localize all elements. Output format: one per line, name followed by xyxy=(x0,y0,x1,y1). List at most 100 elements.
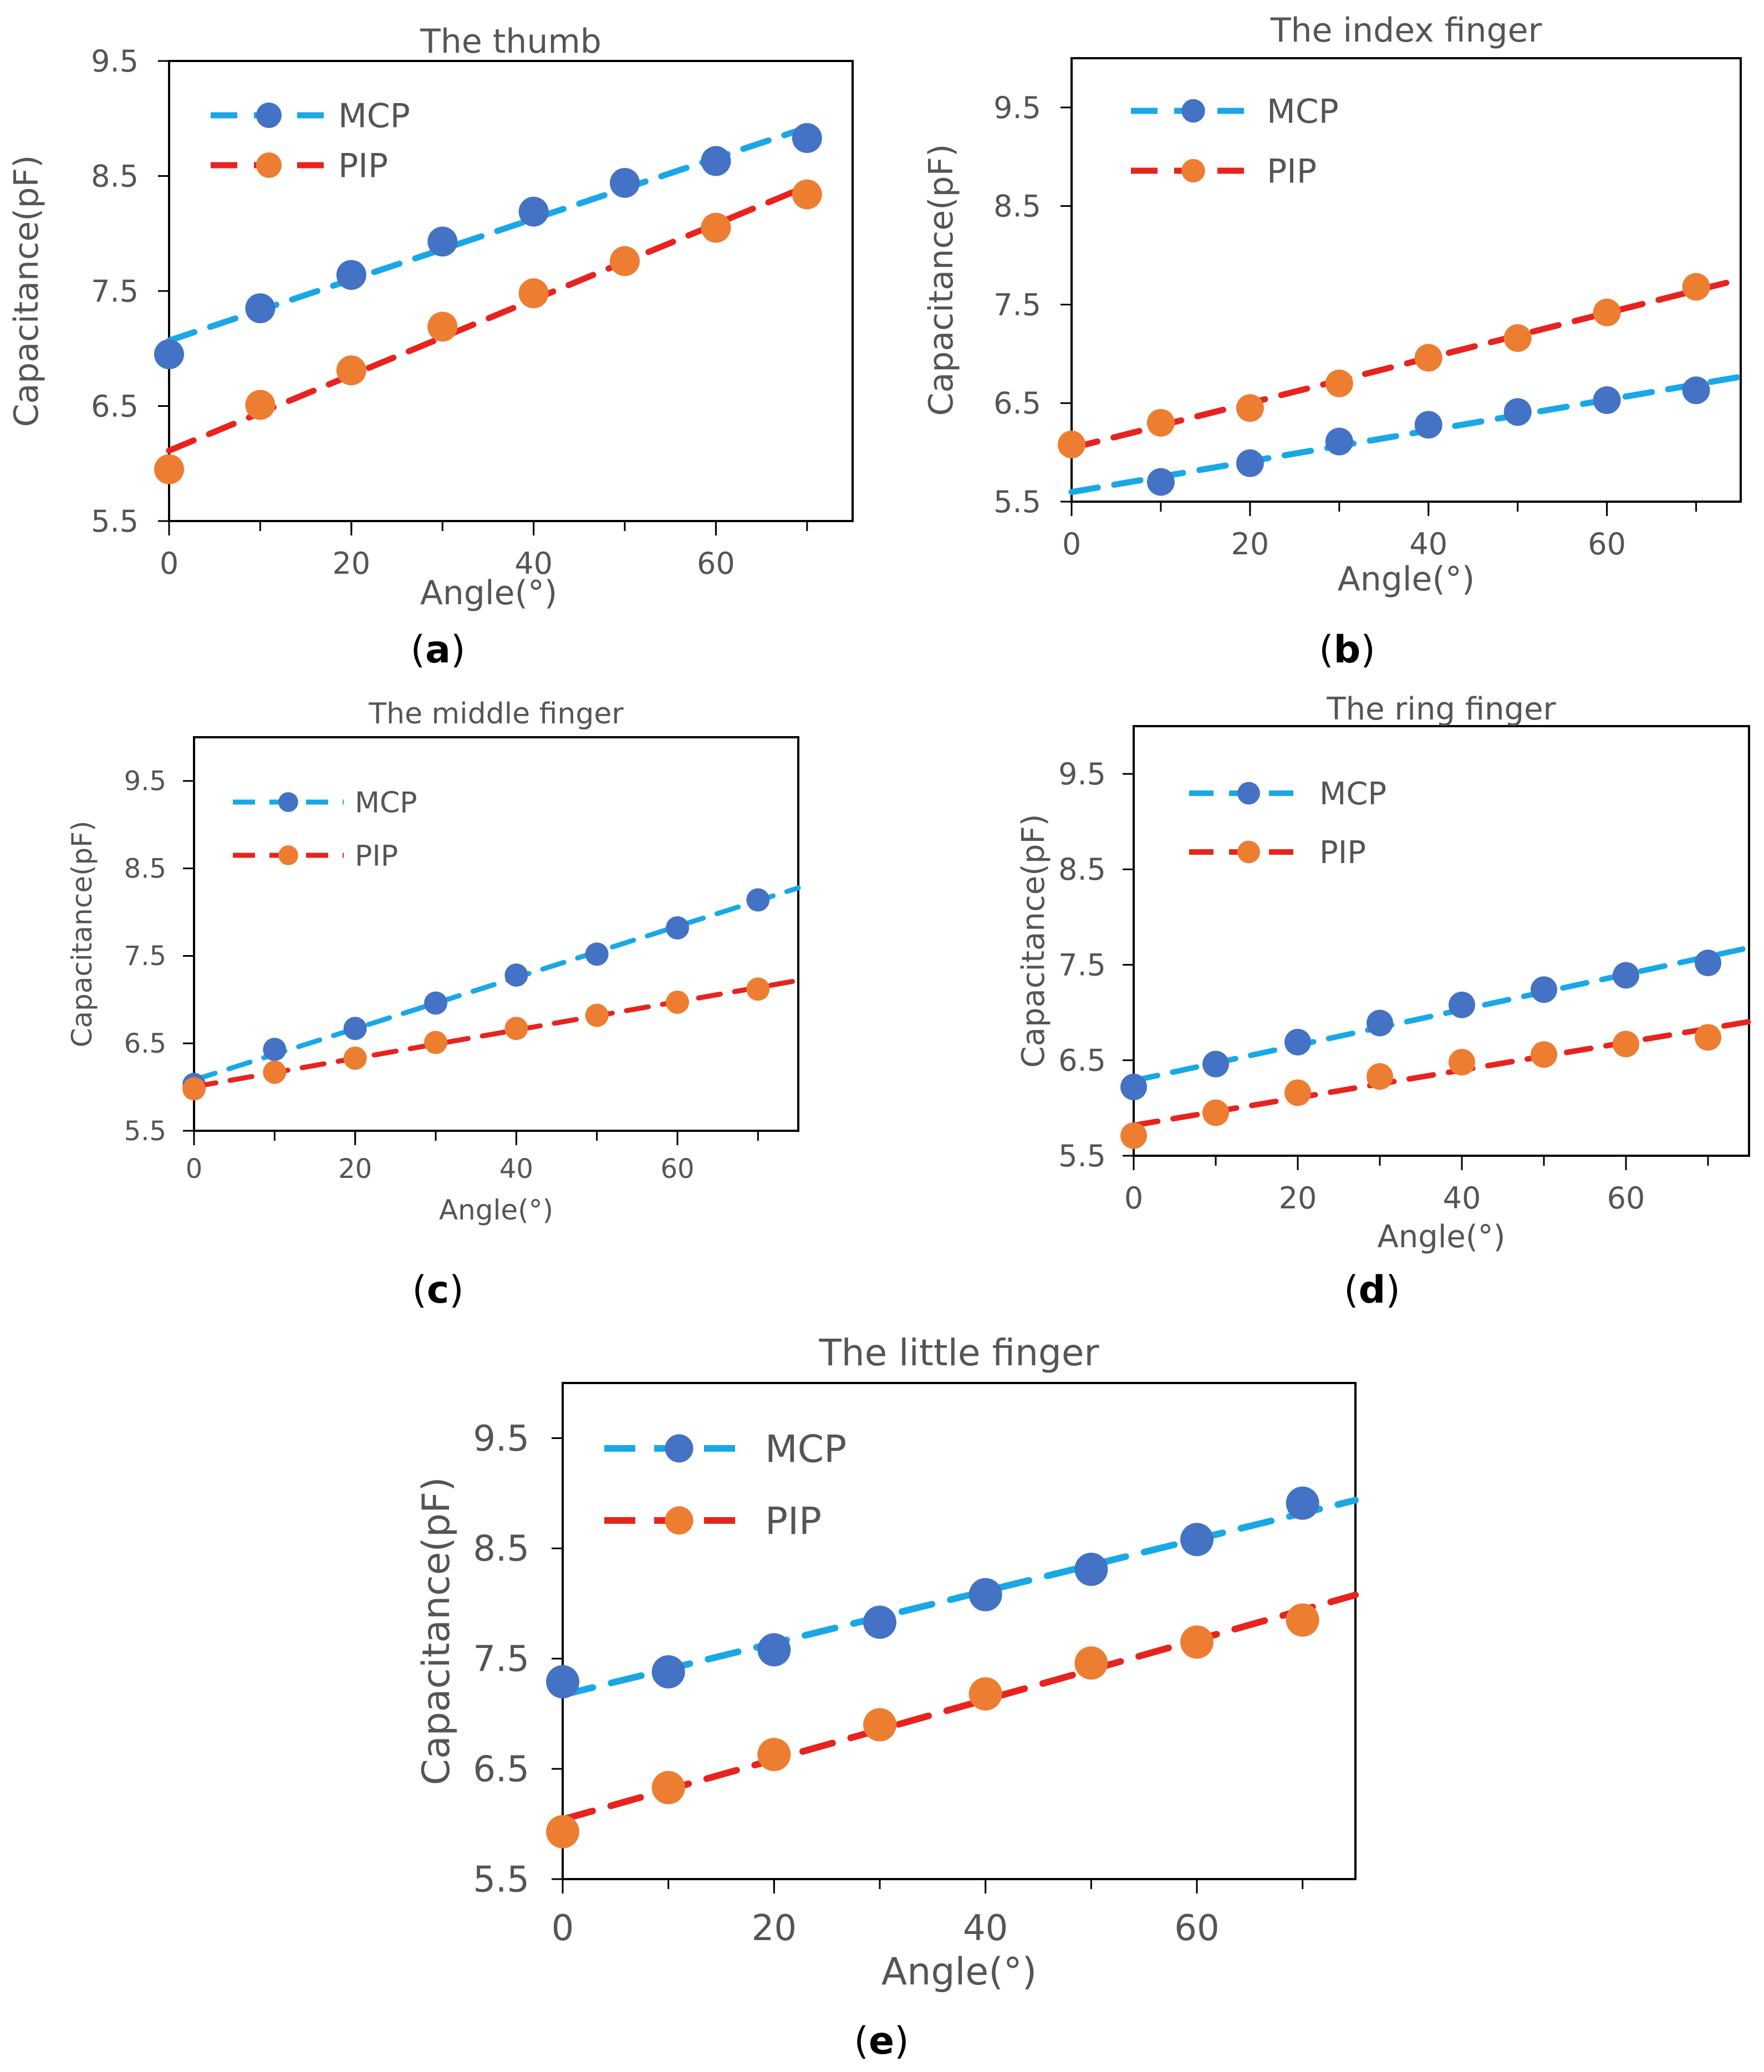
chart-panel-d: 0 20 40 60 5.5 6.5 7.5 8.5 9.5 Angle(°) Capacitanc… xyxy=(1016,691,1752,1312)
data-point-pip xyxy=(518,278,549,309)
legend-marker-pip xyxy=(1237,840,1260,864)
y-tick-label: 5.5 xyxy=(993,484,1041,519)
data-point-mcp xyxy=(263,1038,287,1061)
legend-marker-pip xyxy=(665,1506,694,1535)
data-point-mcp xyxy=(336,259,366,290)
plot-frame xyxy=(193,736,799,1132)
x-tick-label: 40 xyxy=(514,546,553,581)
y-axis-label: Capacitance(pF) xyxy=(415,1477,458,1785)
data-point-pip xyxy=(1531,1041,1557,1068)
legend-label-mcp: MCP xyxy=(765,1427,847,1471)
data-point-pip xyxy=(263,1060,287,1084)
data-point-pip xyxy=(1449,1049,1475,1076)
x-tick-label: 60 xyxy=(1588,527,1626,562)
data-point-mcp xyxy=(1367,1009,1393,1037)
y-tick-label: 9.5 xyxy=(91,44,139,79)
legend-marker-mcp xyxy=(1237,782,1260,805)
y-tick-label: 8.5 xyxy=(1058,852,1106,887)
data-point-mcp xyxy=(792,123,822,154)
data-point-pip xyxy=(546,1815,579,1849)
data-point-mcp xyxy=(1146,468,1175,496)
data-point-pip xyxy=(424,1030,447,1054)
y-tick-label: 8.5 xyxy=(993,189,1041,224)
legend-label-mcp: MCP xyxy=(338,97,410,136)
data-point-pip xyxy=(1613,1030,1639,1058)
data-point-mcp xyxy=(343,1017,367,1040)
y-tick-label: 5.5 xyxy=(1058,1139,1106,1173)
data-point-mcp xyxy=(746,888,770,912)
data-point-pip xyxy=(757,1738,791,1772)
panel-label: (e) xyxy=(854,2019,909,2063)
x-axis-label: Angle(°) xyxy=(881,1950,1037,1994)
data-point-mcp xyxy=(863,1605,896,1639)
y-tick-label: 5.5 xyxy=(91,504,139,539)
x-tick-label: 40 xyxy=(499,1154,533,1185)
x-tick-label: 0 xyxy=(1062,527,1081,562)
x-tick-label: 20 xyxy=(332,546,370,581)
y-tick-label: 8.5 xyxy=(91,159,139,193)
chart-panel-b: 0 20 40 60 5.5 6.5 7.5 8.5 9.5 Angle(°) Capacitanc… xyxy=(922,11,1744,672)
chart-panel-a: 0 20 40 60 5.5 6.5 7.5 8.5 9.5 Angle(°) Capacitanc… xyxy=(7,22,854,672)
legend-marker-mcp xyxy=(256,103,282,128)
legend-marker-pip xyxy=(256,152,282,178)
y-tick-label: 9.5 xyxy=(993,90,1041,125)
trend-line-mcp xyxy=(166,124,810,344)
data-point-pip xyxy=(863,1708,896,1742)
trend-line-pip xyxy=(166,183,810,454)
chart-title: The thumb xyxy=(420,22,601,61)
data-point-pip xyxy=(651,1770,685,1804)
chart-title: The middle finger xyxy=(368,697,624,731)
trend-line-pip xyxy=(559,1591,1359,1823)
data-point-mcp xyxy=(245,293,276,324)
legend-label-mcp: MCP xyxy=(1319,776,1386,812)
data-point-pip xyxy=(610,246,640,277)
y-axis-label: Capacitance(pF) xyxy=(7,155,46,427)
data-point-mcp xyxy=(585,942,609,966)
plot-frame xyxy=(168,60,854,522)
data-point-pip xyxy=(1236,394,1264,422)
data-point-pip xyxy=(968,1677,1002,1711)
x-tick-label: 20 xyxy=(752,1908,797,1949)
data-point-mcp xyxy=(1236,449,1264,477)
chart-panel-c: 0 20 40 60 5.5 6.5 7.5 8.5 9.5 Angle(°) Capacitanc… xyxy=(66,697,801,1312)
data-point-pip xyxy=(504,1017,528,1040)
data-point-mcp xyxy=(546,1665,579,1698)
data-point-mcp xyxy=(518,196,549,227)
data-point-pip xyxy=(1503,324,1532,352)
data-point-mcp xyxy=(1531,976,1557,1003)
data-point-mcp xyxy=(1449,991,1475,1018)
x-axis-label: Angle(°) xyxy=(1377,1219,1505,1255)
x-tick-label: 40 xyxy=(963,1908,1008,1949)
y-tick-label: 7.5 xyxy=(473,1639,529,1680)
data-point-pip xyxy=(1202,1099,1229,1126)
legend-label-pip: PIP xyxy=(1267,152,1317,191)
x-tick-label: 40 xyxy=(1443,1181,1481,1216)
data-point-mcp xyxy=(1120,1074,1147,1100)
x-tick-label: 60 xyxy=(660,1154,694,1185)
legend-label-pip: PIP xyxy=(355,840,398,873)
y-tick-label: 5.5 xyxy=(124,1116,166,1147)
chart-panel-e: 0 20 40 60 5.5 6.5 7.5 8.5 9.5 Angle(°) Capacitanc… xyxy=(415,1331,1359,2063)
x-tick-label: 0 xyxy=(160,546,179,581)
y-tick-label: 7.5 xyxy=(993,287,1041,322)
panel-label: (d) xyxy=(1344,1268,1400,1312)
y-tick-label: 5.5 xyxy=(473,1859,529,1900)
plot-frame xyxy=(1133,725,1750,1157)
legend-marker-mcp xyxy=(665,1434,694,1463)
panel-label: (b) xyxy=(1319,628,1375,672)
x-tick-label: 0 xyxy=(552,1908,574,1949)
x-tick-label: 60 xyxy=(1174,1908,1219,1949)
data-point-mcp xyxy=(968,1578,1002,1611)
data-point-pip xyxy=(1682,273,1710,301)
plot-frame xyxy=(1070,57,1742,503)
legend-label-pip: PIP xyxy=(338,147,388,186)
y-tick-label: 6.5 xyxy=(1058,1043,1106,1078)
x-tick-label: 60 xyxy=(1607,1181,1645,1216)
data-point-pip xyxy=(1074,1646,1108,1680)
data-point-pip xyxy=(1180,1625,1214,1659)
legend-marker-mcp xyxy=(278,792,298,812)
data-point-pip xyxy=(343,1047,367,1070)
data-point-mcp xyxy=(1682,376,1710,405)
legend-marker-mcp xyxy=(1181,99,1205,123)
x-tick-label: 0 xyxy=(186,1154,203,1185)
